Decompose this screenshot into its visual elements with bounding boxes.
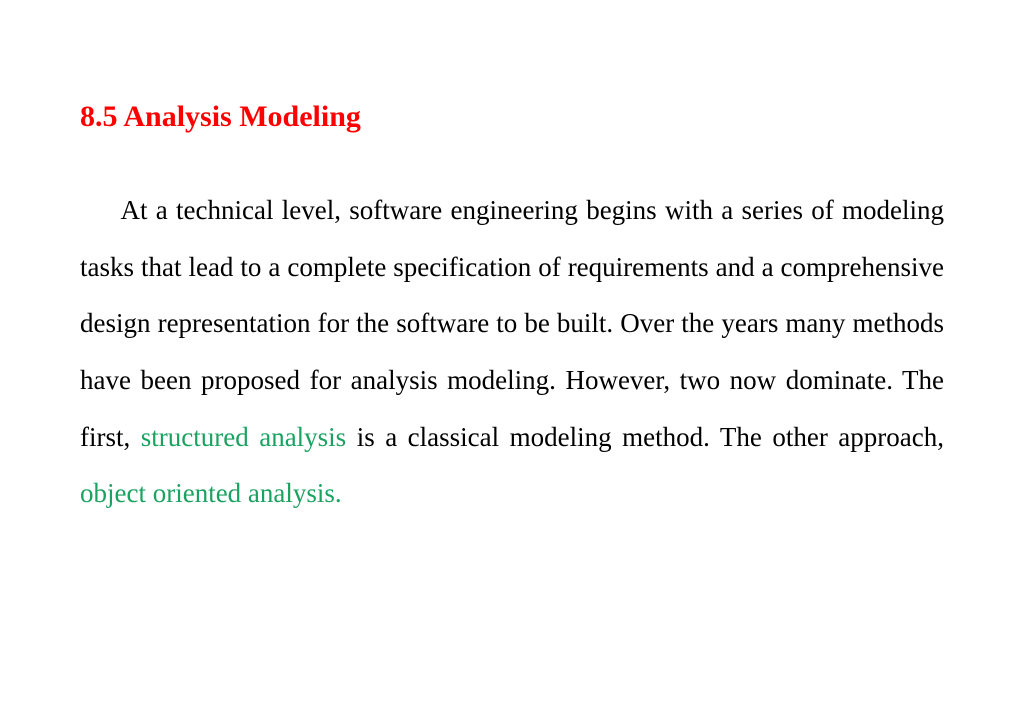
body-text-segment-1: At a technical level, software engineeri… <box>80 195 944 452</box>
body-text-segment-2: is a classical modeling method. The othe… <box>346 422 944 452</box>
section-heading: 8.5 Analysis Modeling <box>80 100 944 134</box>
highlighted-term-1: structured analysis <box>141 422 346 452</box>
body-paragraph: At a technical level, software engineeri… <box>80 182 944 522</box>
highlighted-term-2: object oriented analysis. <box>80 478 342 508</box>
